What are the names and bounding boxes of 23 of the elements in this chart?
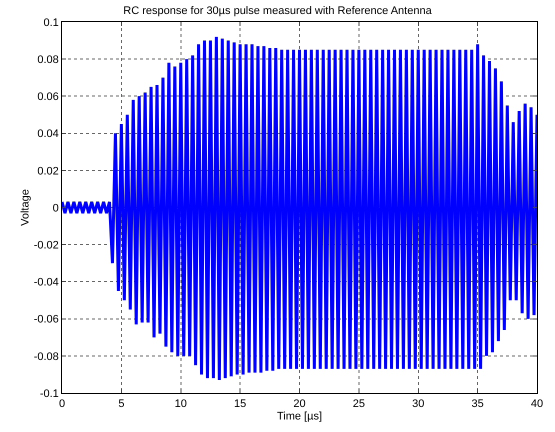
- y-tick-label: 0.02: [37, 165, 59, 178]
- y-tick-label: -0.08: [34, 350, 59, 363]
- line-series: [62, 35, 537, 382]
- y-tick-label: -0.02: [34, 239, 59, 252]
- y-tick-label: -0.06: [34, 314, 59, 326]
- y-tick-label: -0.1: [40, 388, 59, 400]
- y-tick-label: -0.04: [34, 276, 59, 289]
- y-tick-label: 0.04: [37, 128, 59, 140]
- x-tick-label: 10: [174, 398, 187, 410]
- y-tick-label: 0: [52, 202, 59, 214]
- x-tick-label: 35: [472, 398, 484, 410]
- y-axis-title: Voltage: [19, 189, 32, 226]
- x-tick-label: 15: [234, 398, 246, 410]
- y-tick-label: 0.08: [37, 54, 59, 66]
- chart-title: RC response for 30µs pulse measured with Reference Antenna: [123, 5, 433, 18]
- x-axis-title: Time [µs]: [276, 410, 322, 422]
- x-tick-label: 40: [530, 398, 544, 410]
- x-tick-label: 30: [412, 398, 424, 410]
- x-tick-label: 20: [293, 398, 306, 410]
- y-tick-label: 0.06: [37, 91, 59, 104]
- x-tick-label: 5: [118, 398, 124, 410]
- x-tick-label: 25: [352, 398, 366, 410]
- y-tick-label: 0.1: [44, 16, 59, 29]
